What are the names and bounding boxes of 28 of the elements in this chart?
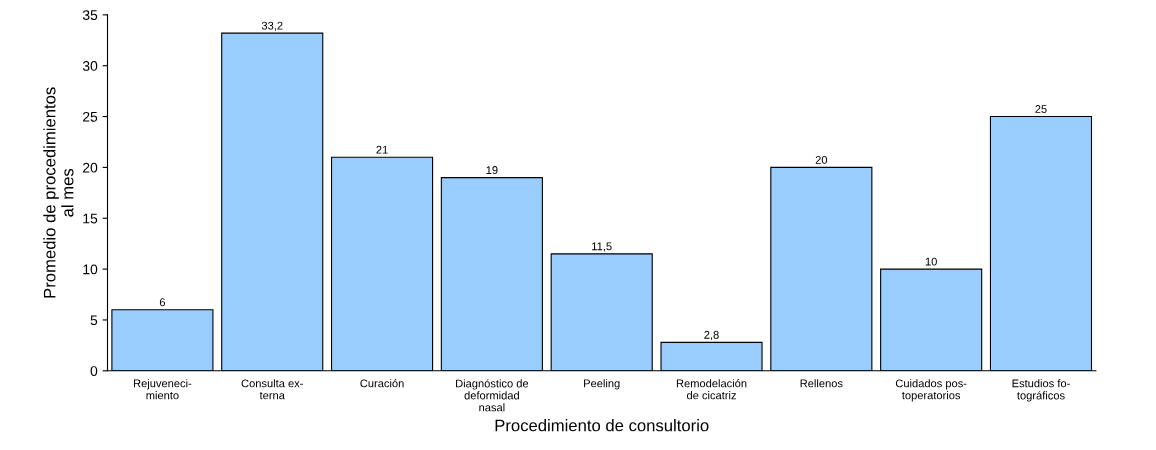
y-tick-label: 35 xyxy=(82,10,98,21)
x-tick-label: Consulta ex- terna xyxy=(241,379,303,400)
x-tick-label: Estudios fo- tográficos xyxy=(1012,379,1070,402)
y-tick-label: 25 xyxy=(83,111,98,122)
y-tick-label: 15 xyxy=(83,213,98,224)
y-tick-label: 30 xyxy=(82,61,98,71)
data-label: 33,2 xyxy=(261,21,283,31)
y-tick-label: 10 xyxy=(83,264,98,275)
y-axis-title: Promedio de procedimientos al mes xyxy=(43,87,74,298)
y-tick-label: 0 xyxy=(90,366,98,376)
data-label: 19 xyxy=(486,166,498,174)
y-tick-label: 20 xyxy=(83,162,98,173)
data-label: 11,5 xyxy=(592,242,612,252)
data-label: 6 xyxy=(159,298,166,307)
x-tick-label: Cuidados pos- toperatorios xyxy=(895,379,967,402)
x-tick-label: Rellenos xyxy=(800,379,843,388)
x-tick-label: Diagnóstico de deformidad nasal xyxy=(456,379,529,412)
x-tick-label: Remodelación de cicatriz xyxy=(676,379,747,400)
data-label: 2,8 xyxy=(704,330,719,341)
data-label: 10 xyxy=(925,257,937,266)
data-label: 20 xyxy=(815,155,828,164)
x-tick-label: Peeling xyxy=(584,379,620,390)
data-label: 25 xyxy=(1035,105,1047,113)
data-label: 21 xyxy=(376,145,388,154)
x-tick-label: Rejuveneci- miento xyxy=(134,379,192,400)
y-tick-label: 5 xyxy=(90,315,98,326)
x-tick-label: Curación xyxy=(360,379,404,388)
x-axis-title: Procedimiento de consultorio xyxy=(495,419,709,432)
